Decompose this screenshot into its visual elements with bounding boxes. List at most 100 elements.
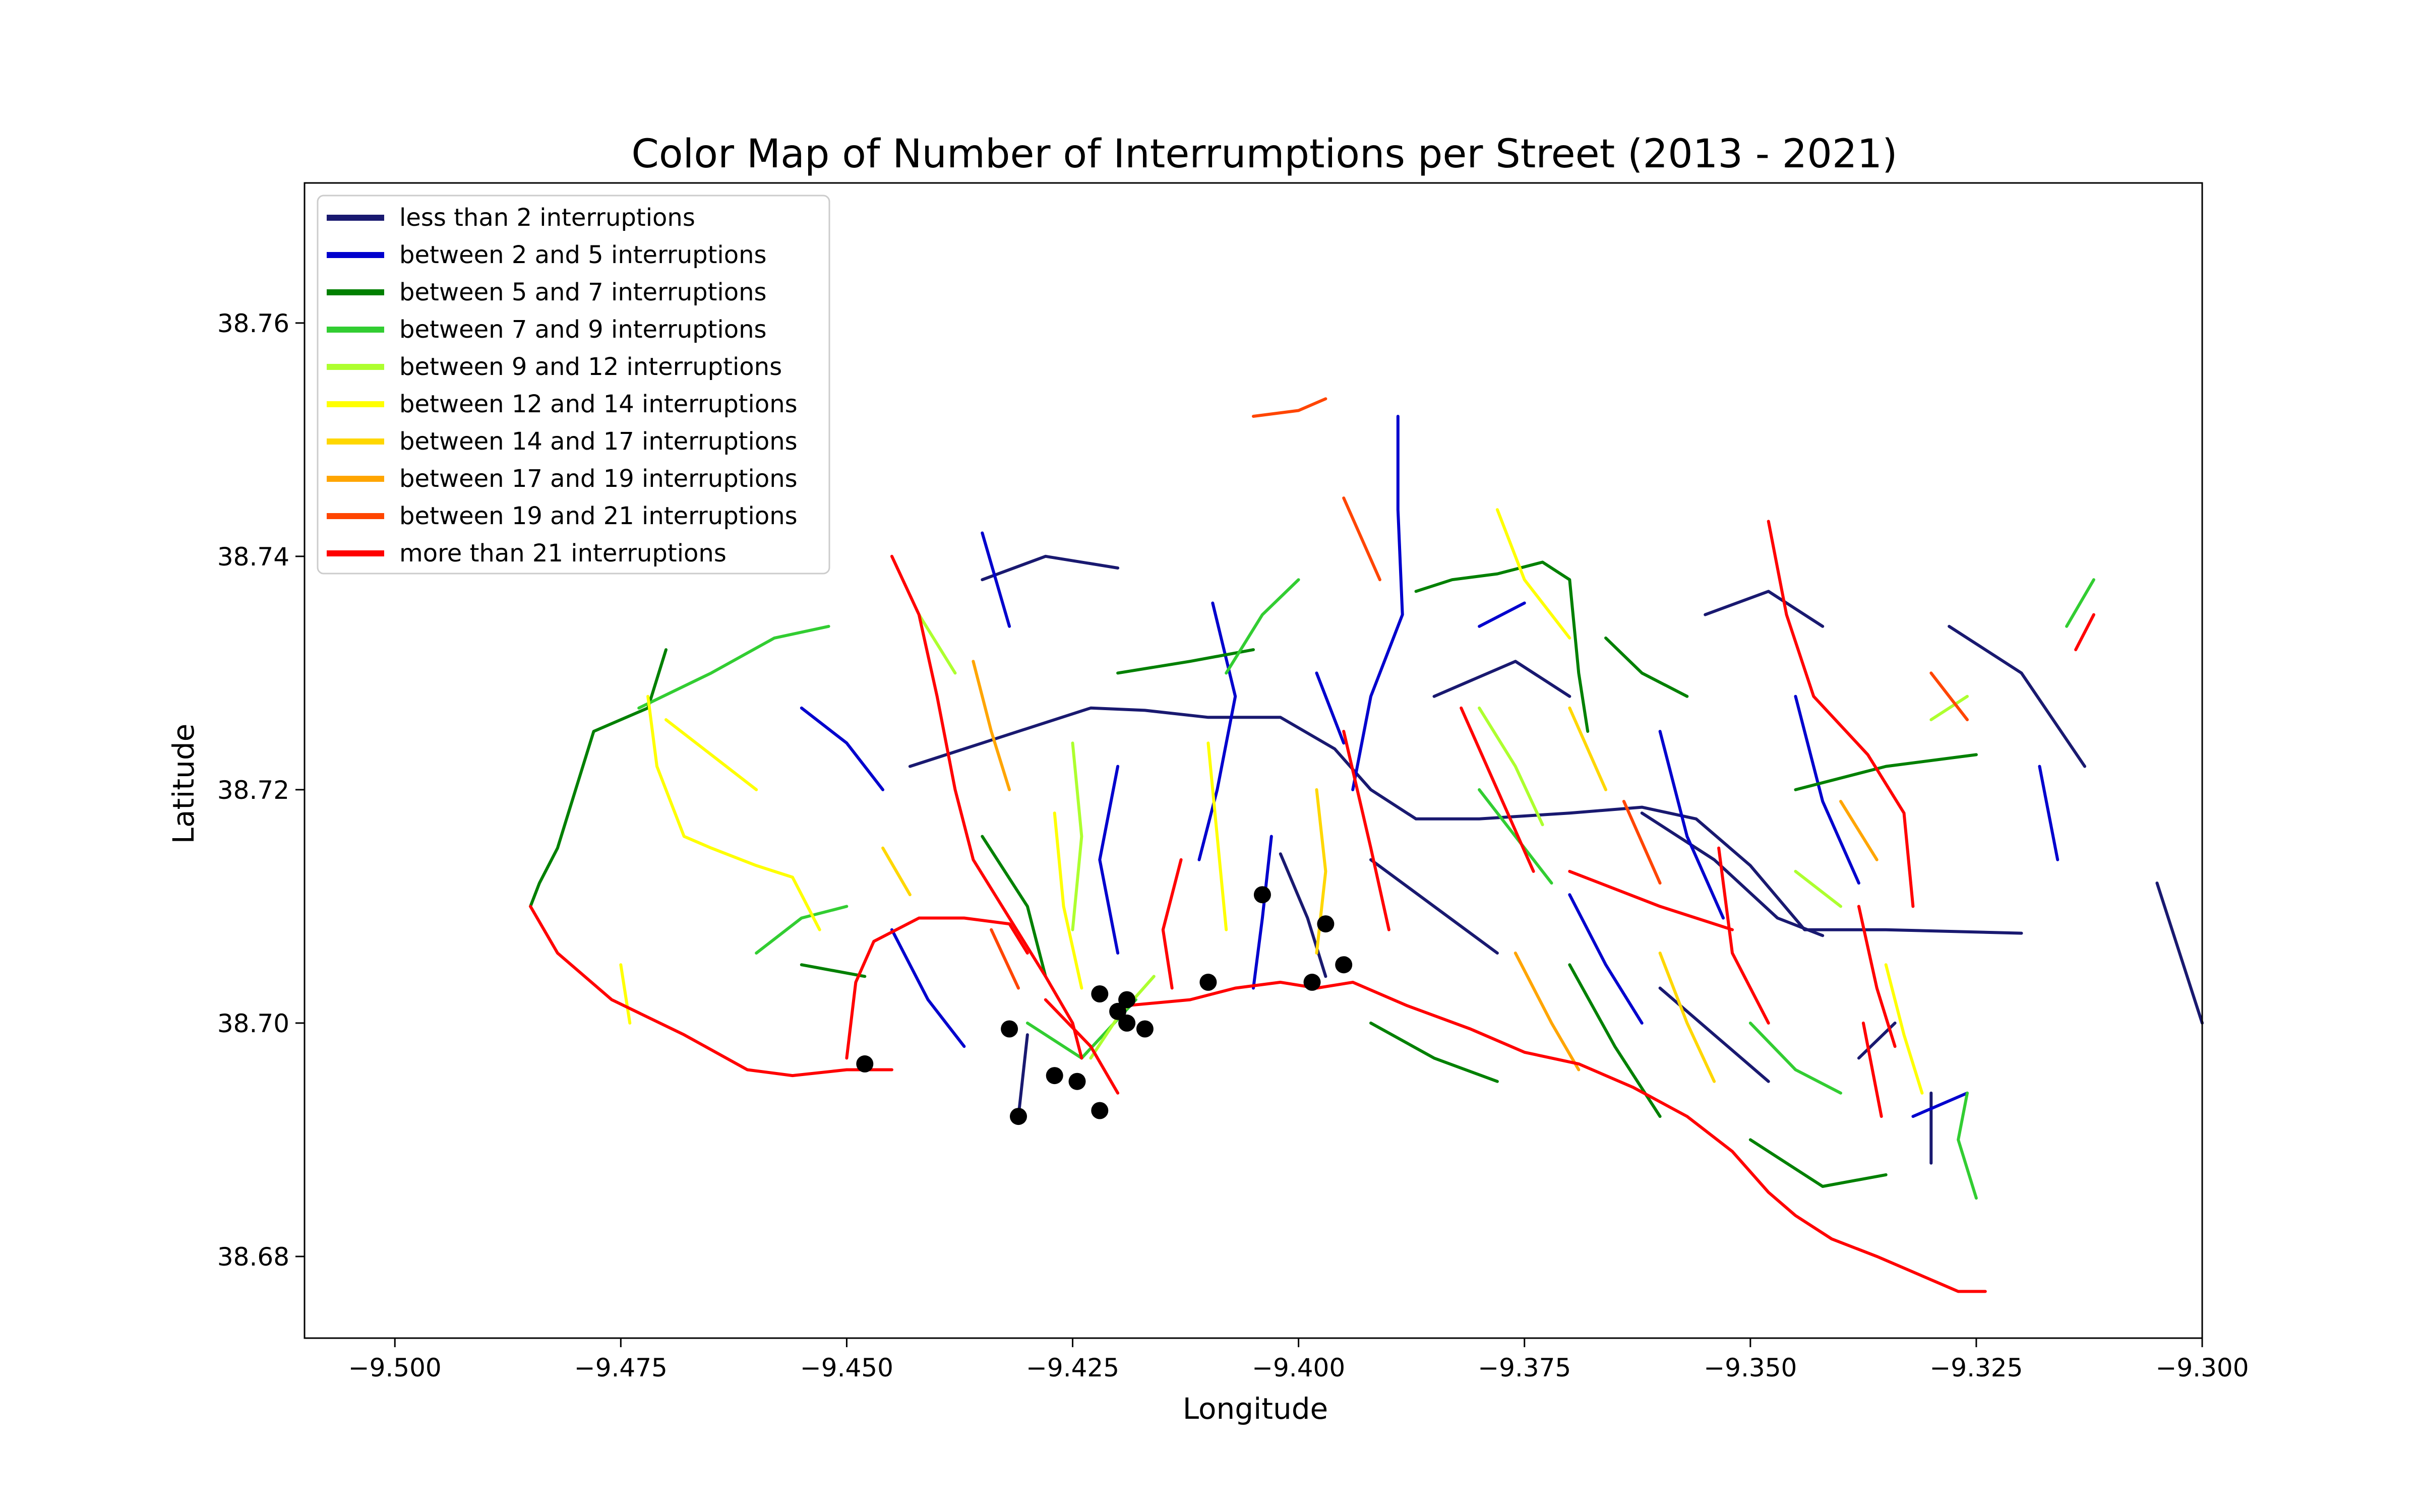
street-segment-series-9-1	[1252, 397, 1327, 418]
street-segment-series-2-12	[1911, 1091, 1969, 1118]
street-segment-series-1-12	[1704, 590, 1825, 628]
legend-label-9: between 19 and 21 interruptions	[399, 502, 798, 530]
legend-label-8: between 17 and 19 interruptions	[399, 465, 798, 493]
legend-label-7: between 14 and 17 interruptions	[399, 427, 798, 456]
marker-point-16	[1335, 956, 1353, 974]
street-segment-series-8-3	[1839, 800, 1879, 861]
marker-point-15	[1317, 915, 1335, 933]
street-segment-series-2-8	[981, 531, 1011, 628]
street-segment-series-10-2	[890, 554, 1083, 1060]
marker-point-12	[1199, 973, 1217, 991]
street-segment-series-1-9	[1948, 624, 2086, 768]
marker-point-5	[1068, 1073, 1086, 1090]
street-segment-series-5-5	[917, 613, 957, 675]
street-segment-series-5-6	[1929, 695, 1969, 721]
x-tick-label-1: −9.500	[348, 1353, 442, 1382]
series-6-streets	[619, 508, 1924, 1095]
street-segment-series-2-7	[2038, 765, 2060, 861]
street-segment-series-10-9	[1342, 730, 1390, 931]
street-segment-series-10-7	[2074, 613, 2095, 652]
legend-label-1: less than 2 interruptions	[399, 204, 695, 232]
street-segment-series-10-11	[1568, 869, 1734, 931]
x-axis-ticks: −9.500 −9.475 −9.450 −9.425 −9.400 −9.375 −9.3…	[348, 1338, 2249, 1382]
legend-label-2: between 2 and 5 interruptions	[399, 241, 767, 269]
legend: less than 2 interruptions between 2 and 5…	[317, 195, 830, 575]
street-segment-series-7-2	[1658, 952, 1716, 1083]
street-segment-series-1-3	[1279, 852, 1327, 978]
street-segment-series-2-2	[1197, 601, 1237, 861]
marker-point-3	[1010, 1108, 1027, 1125]
x-tick-label-2: −9.475	[574, 1353, 668, 1382]
x-tick-label-8: −9.325	[1929, 1353, 2023, 1382]
street-segment-series-9-5	[990, 928, 1020, 990]
street-segment-series-3-9	[981, 835, 1047, 978]
marker-point-8	[1109, 1002, 1127, 1020]
street-segment-series-10-4	[1125, 980, 1987, 1293]
street-segment-series-3-2	[1414, 560, 1590, 733]
marker-point-14	[1303, 973, 1321, 991]
street-segment-series-2-3	[1098, 765, 1120, 955]
marker-point-10	[1118, 1014, 1136, 1032]
street-segment-series-10-14	[1044, 998, 1120, 1095]
legend-label-10: more than 21 interruptions	[399, 539, 727, 568]
street-segment-series-6-3	[1206, 741, 1228, 931]
marker-point-7	[1091, 985, 1109, 1002]
x-axis-label: Longitude	[1183, 1392, 1328, 1426]
street-segment-series-4-5	[1957, 1091, 1978, 1200]
street-segment-series-2-9	[890, 928, 966, 1048]
street-segment-series-3-3	[1604, 636, 1689, 698]
street-segment-series-4-1	[637, 624, 830, 710]
legend-label-3: between 5 and 7 interruptions	[399, 278, 767, 306]
street-segment-series-3-4	[1116, 648, 1255, 675]
street-segment-series-10-8	[1161, 858, 1183, 990]
chart-title: Color Map of Number of Interrumptions pe…	[631, 132, 1897, 177]
x-tick-label-3: −9.450	[800, 1353, 893, 1382]
marker-point-4	[1046, 1067, 1063, 1085]
street-segment-series-10-13	[1857, 905, 1897, 1048]
street-segment-series-8-2	[1514, 952, 1581, 1072]
street-segment-series-2-6	[1658, 730, 1725, 920]
street-segment-series-3-5	[1794, 753, 1978, 791]
legend-label-4: between 7 and 9 interruptions	[399, 316, 767, 344]
x-tick-label-6: −9.375	[1478, 1353, 1571, 1382]
street-segment-series-1-1	[908, 706, 2023, 935]
street-segment-series-6-6	[1884, 963, 1924, 1095]
y-tick-label-3: 38.72	[217, 776, 289, 805]
street-segment-series-10-10	[1460, 706, 1535, 873]
street-segment-series-6-7	[619, 963, 632, 1025]
y-tick-label-2: 38.70	[217, 1009, 289, 1038]
marker-point-11	[1136, 1020, 1154, 1038]
marker-point-1	[856, 1055, 874, 1073]
street-segment-series-2-13	[1478, 601, 1526, 628]
street-segment-series-1-10	[2155, 881, 2204, 1025]
street-segment-series-1-4	[1017, 1033, 1029, 1118]
legend-box	[317, 195, 830, 575]
street-segment-series-4-3	[1225, 578, 1300, 675]
marker-point-9	[1118, 991, 1136, 1009]
street-segment-series-9-4	[1929, 671, 1969, 721]
street-segment-series-7-4	[1568, 706, 1607, 791]
series-8-streets	[972, 660, 1879, 1072]
street-segment-series-3-8	[1369, 1021, 1499, 1083]
street-segment-series-2-5	[1794, 695, 1860, 885]
street-segment-series-7-3	[881, 846, 912, 897]
street-segment-series-1-5	[1369, 858, 1499, 955]
street-segment-series-2-11	[1568, 893, 1644, 1025]
street-segment-series-9-3	[1622, 800, 1662, 885]
legend-label-5: between 9 and 12 interruptions	[399, 353, 782, 381]
street-segment-series-10-12	[1717, 846, 1770, 1025]
street-segment-series-10-3	[845, 916, 1029, 1060]
plot-area	[529, 397, 2204, 1293]
street-segment-series-8-1	[972, 660, 1011, 791]
street-segment-series-10-6	[1767, 520, 1915, 908]
street-segment-series-4-6	[2065, 578, 2095, 628]
street-segment-series-1-11	[981, 554, 1120, 582]
series-10-streets	[529, 520, 2095, 1293]
x-tick-label-7: −9.350	[1704, 1353, 1797, 1382]
street-segment-series-5-1	[1071, 741, 1083, 931]
street-segment-series-4-8	[1478, 788, 1553, 885]
street-segment-series-3-7	[1748, 1138, 1888, 1188]
street-segment-series-2-4	[1252, 835, 1273, 990]
series-9-streets	[990, 397, 1969, 990]
